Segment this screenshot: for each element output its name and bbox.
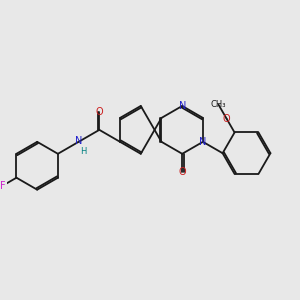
Text: N: N <box>178 101 186 111</box>
Text: O: O <box>223 114 230 124</box>
Text: F: F <box>0 181 5 191</box>
Text: CH₃: CH₃ <box>211 100 226 109</box>
Text: N: N <box>75 136 82 146</box>
Text: O: O <box>95 107 103 117</box>
Text: O: O <box>178 167 186 177</box>
Text: N: N <box>199 137 207 147</box>
Text: H: H <box>80 147 86 156</box>
